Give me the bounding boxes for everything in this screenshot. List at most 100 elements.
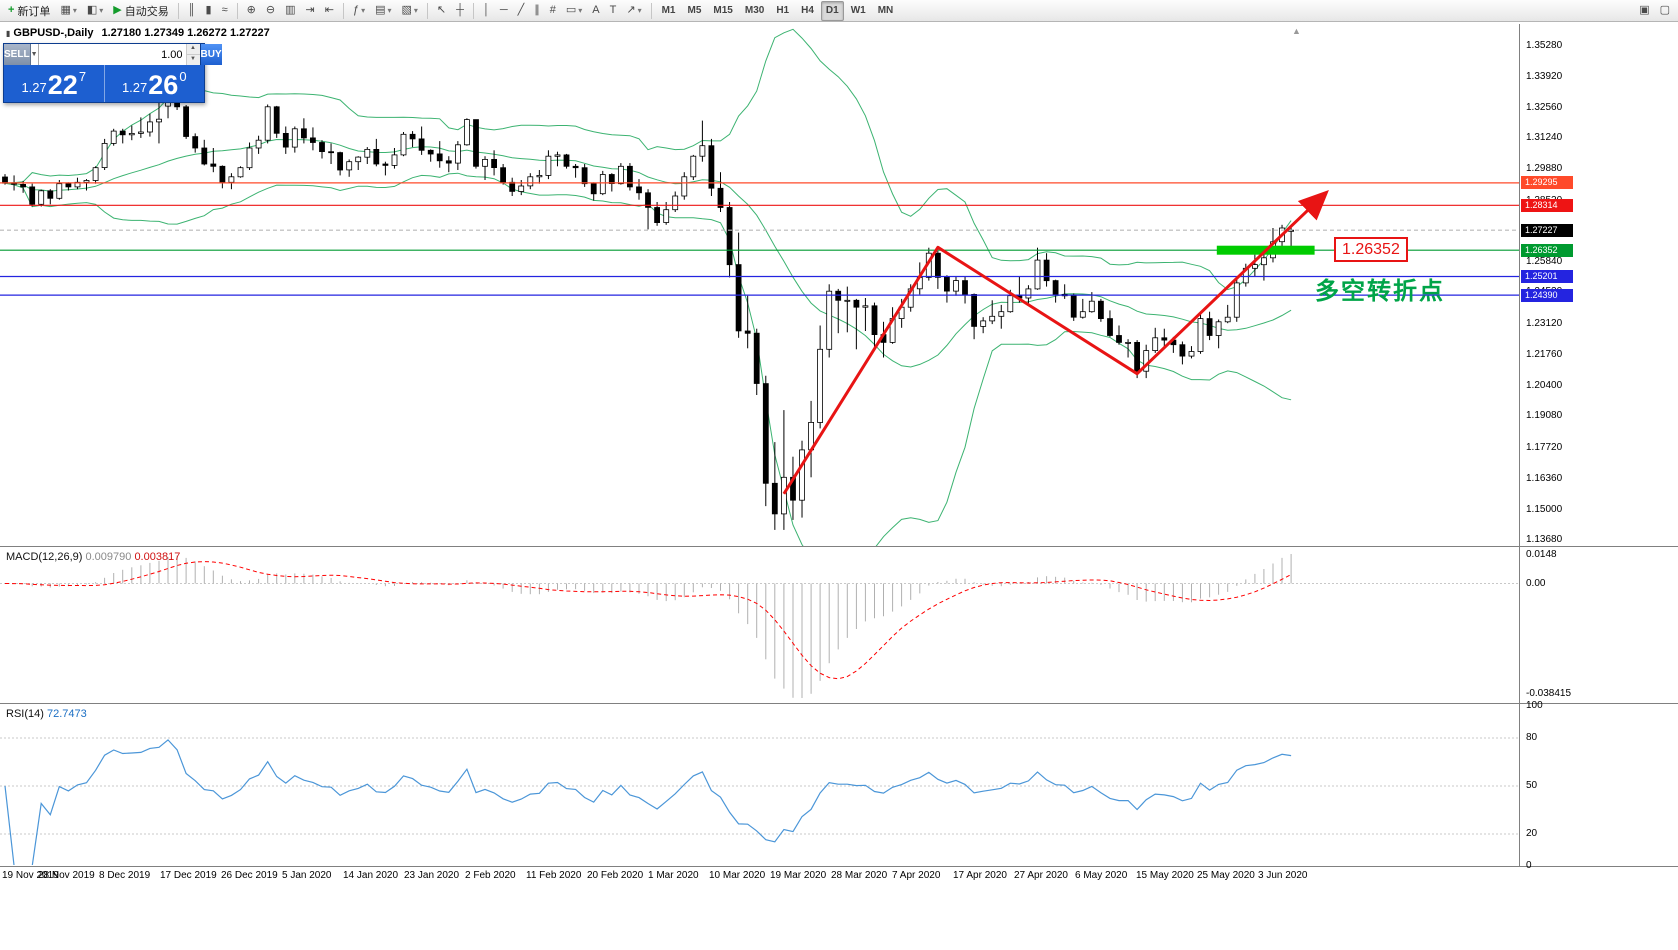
timeframe-m15-button[interactable]: M15 (713, 5, 733, 16)
new-order-button-label: 新订单 (17, 5, 51, 18)
line-chart-icon: ≈ (221, 4, 228, 16)
price-tag-1.28314: 1.28314 (1521, 199, 1573, 212)
caret-down-icon: ▾ (72, 6, 77, 15)
date-axis-label: 8 Dec 2019 (99, 870, 151, 881)
chart-area[interactable] (0, 23, 1678, 950)
date-axis-label: 19 Nov 2019 (2, 870, 59, 881)
macd-value-signal: 0.003817 (134, 551, 181, 563)
price-axis-tick: 1.20400 (1526, 380, 1563, 391)
window-new-button[interactable]: ▢ (1656, 1, 1674, 21)
price-axis-tick: 1.13680 (1526, 534, 1563, 545)
rsi-value: 72.7473 (46, 708, 87, 720)
timeframe-h1-button[interactable]: H1 (776, 5, 790, 16)
channel-button[interactable]: ∥ (530, 1, 544, 21)
price-axis-tick: 1.29880 (1526, 163, 1563, 174)
current-price-tag: 1.27227 (1521, 224, 1573, 237)
autotrading-button-label: 自动交易 (124, 5, 169, 18)
price-axis-tick: 1.16360 (1526, 473, 1563, 484)
text-button[interactable]: A (588, 1, 603, 21)
sell-price-sup: 7 (78, 69, 87, 84)
templates-icon: ▧ (401, 4, 412, 16)
rsi-axis-label: 0 (1526, 860, 1532, 871)
window-tile-button[interactable]: ▣ (1635, 1, 1653, 21)
one-click-trading-panel: SELL ▼ ▲ ▼ BUY 1.27 22 7 1.27 26 0 (3, 43, 222, 103)
sell-button[interactable]: SELL (4, 44, 31, 65)
cursor-button[interactable]: ↖ (433, 1, 450, 21)
macd-name: MACD(12,26,9) (6, 551, 83, 563)
cn-annotation-note[interactable]: 多空转折点 (1315, 278, 1445, 305)
volume-dropdown-button[interactable]: ▼ (30, 44, 39, 65)
line-chart-button[interactable]: ≈ (218, 1, 232, 21)
zoom-out-button[interactable]: ⊖ (262, 1, 279, 21)
sell-price-prefix: 1.27 (21, 80, 47, 95)
price-axis-tick: 1.35280 (1526, 40, 1563, 51)
timeframe-d1-button[interactable]: D1 (820, 0, 844, 21)
timeframe-m30-button[interactable]: M30 (744, 5, 765, 16)
horizontal-line-icon: ─ (499, 4, 508, 16)
price-axis-tick: 1.31240 (1526, 132, 1563, 143)
volume-input[interactable] (38, 44, 186, 65)
toolbar-separator (472, 2, 474, 19)
buy-price-prefix: 1.27 (121, 80, 148, 95)
chart-window-button[interactable]: ▦ ▾ (56, 1, 80, 21)
fibonacci-button[interactable]: # (546, 1, 560, 21)
chart-shift-marker-icon[interactable]: ▲ (1292, 26, 1301, 36)
shapes-button[interactable]: ▭ ▾ (562, 1, 586, 21)
tile-windows-button[interactable]: ▥ (281, 1, 299, 21)
date-axis-label: 20 Feb 2020 (587, 870, 644, 881)
vertical-line-button[interactable]: │ (479, 1, 494, 21)
timeframe-m5-button[interactable]: M5 (687, 5, 702, 16)
timeframe-mn-button[interactable]: MN (877, 5, 894, 16)
timeframe-w1-button[interactable]: W1 (850, 5, 866, 16)
chart-shift-button[interactable]: ⇤ (321, 1, 338, 21)
date-axis-label: 7 Apr 2020 (892, 870, 941, 881)
date-axis-label: 3 Jun 2020 (1258, 870, 1308, 881)
tile-windows-icon: ▥ (285, 4, 296, 16)
rsi-label: RSI(14) 72.7473 (6, 708, 87, 720)
periods-button[interactable]: ▤ ▾ (371, 1, 395, 21)
volume-spinner[interactable]: ▲ ▼ (185, 44, 200, 65)
date-axis-label: 23 Jan 2020 (404, 870, 460, 881)
toolbar-separator (650, 2, 652, 19)
buy-price-big: 26 (148, 70, 179, 100)
zoom-in-icon: ⊕ (246, 4, 256, 16)
toolbar-separator (177, 2, 179, 19)
volume-up-icon[interactable]: ▲ (186, 44, 200, 55)
trendline-icon: ╱ (517, 4, 525, 16)
autotrading-icon: ▶ (113, 4, 122, 16)
label-button[interactable]: T (606, 1, 621, 21)
price-tag-1.26352: 1.26352 (1521, 244, 1573, 257)
profiles-icon: ◧ (86, 4, 98, 16)
bar-chart-button[interactable]: ║ (184, 1, 200, 21)
crosshair-button[interactable]: ┼ (452, 1, 468, 21)
buy-price[interactable]: 1.27 26 0 (105, 65, 205, 102)
trendline-button[interactable]: ╱ (514, 1, 529, 21)
candlestick-chart-button[interactable]: ▮ (202, 1, 216, 21)
timeframe-m1-button[interactable]: M1 (661, 5, 676, 16)
toolbar-separator (342, 2, 344, 19)
toolbar: + 新订单 ▦ ▾ ◧ ▾ ▶ 自动交易 ║ ▮ ≈ ⊕ ⊖ ▥ ⇥ ⇤ ƒ ▾ ▤ ▾ ▧ ▾ ↖ ┼ │ ─ ╱ ∥ # ▭ ▾ A T ↗ ▾… (0, 0, 1678, 22)
date-axis-label: 28 Nov 2019 (38, 870, 95, 881)
buy-button[interactable]: BUY (199, 44, 222, 65)
sell-price[interactable]: 1.27 22 7 (4, 65, 105, 102)
price-axis-tick: 1.25840 (1526, 256, 1563, 267)
auto-scroll-button[interactable]: ⇥ (302, 1, 319, 21)
vertical-line-icon: │ (482, 4, 490, 16)
indicators-button[interactable]: ƒ ▾ (349, 1, 369, 21)
zoom-in-button[interactable]: ⊕ (243, 1, 260, 21)
toolbar-separator (236, 2, 238, 19)
date-axis-label: 17 Dec 2019 (160, 870, 217, 881)
level-annotation-label[interactable]: 1.26352 (1334, 237, 1408, 262)
arrows-button[interactable]: ↗ ▾ (622, 1, 645, 21)
volume-down-icon[interactable]: ▼ (186, 55, 200, 65)
new-order-button[interactable]: + 新订单 (4, 1, 54, 21)
horizontal-line-button[interactable]: ─ (496, 1, 512, 21)
profiles-button[interactable]: ◧ ▾ (83, 1, 107, 21)
date-axis-label: 26 Dec 2019 (221, 870, 278, 881)
timeframe-h4-button[interactable]: H4 (801, 5, 814, 16)
templates-button[interactable]: ▧ ▾ (398, 1, 422, 21)
rsi-axis-label: 20 (1526, 828, 1538, 839)
autotrading-button[interactable]: ▶ 自动交易 (109, 1, 172, 21)
price-axis-tick: 1.15000 (1526, 504, 1563, 515)
date-axis-label: 11 Feb 2020 (526, 870, 582, 881)
